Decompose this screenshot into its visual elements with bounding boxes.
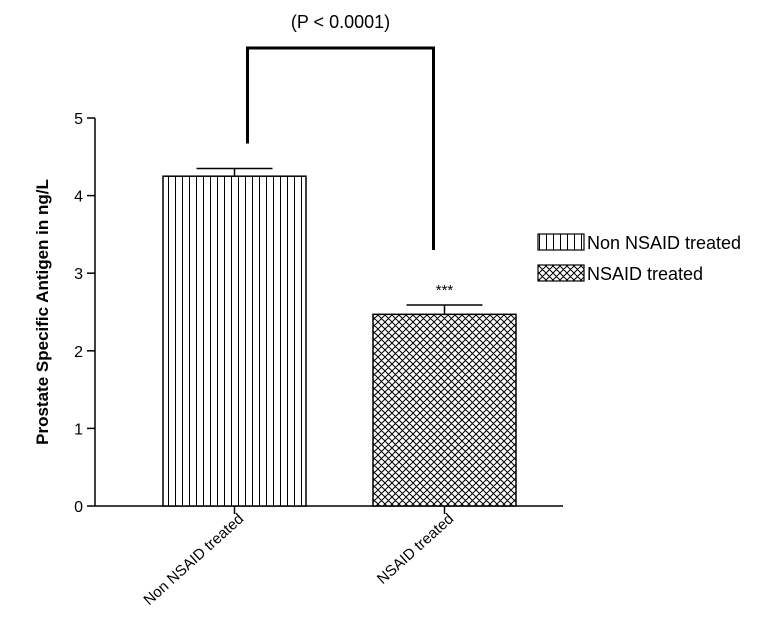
y-tick-label: 5 [74, 111, 83, 128]
significance-stars: *** [436, 282, 454, 299]
y-tick-label: 4 [74, 189, 83, 206]
legend-entry: Non NSAID treated [587, 233, 741, 253]
y-axis: 0 1 2 3 4 5 [74, 111, 96, 516]
x-tick-label: Non NSAID treated [140, 510, 247, 609]
legend-swatch [537, 233, 585, 251]
x-axis: Non NSAID treated NSAID treated [95, 505, 563, 609]
legend-swatch [537, 264, 585, 282]
y-tick-label: 1 [74, 421, 83, 438]
y-axis-label: Prostate Specific Antigen in ng/L [33, 179, 52, 445]
legend: Non NSAID treated NSAID treated [537, 233, 741, 284]
annotations: (P < 0.0001) *** [246, 12, 454, 299]
x-tick-label: NSAID treated [374, 510, 457, 587]
legend-entry: NSAID treated [587, 264, 703, 284]
bar [162, 175, 307, 507]
bar [372, 313, 517, 507]
y-tick-label: 2 [74, 344, 83, 361]
p-value-label: (P < 0.0001) [291, 12, 390, 32]
y-tick-label: 3 [74, 266, 83, 283]
y-tick-label: 0 [74, 499, 83, 516]
significance-bracket [246, 46, 435, 251]
bars [162, 167, 517, 507]
